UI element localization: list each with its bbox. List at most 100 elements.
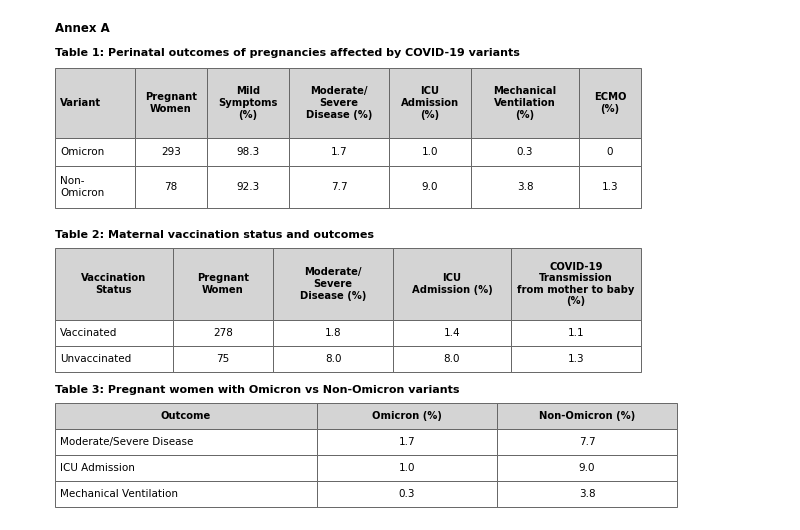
Bar <box>471 166 579 208</box>
Text: Moderate/
Severe
Disease (%): Moderate/ Severe Disease (%) <box>306 86 372 120</box>
Text: Vaccination
Status: Vaccination Status <box>82 273 146 295</box>
Text: 92.3: 92.3 <box>236 182 260 192</box>
Text: Outcome: Outcome <box>161 411 211 421</box>
Bar <box>389 68 471 138</box>
Text: 0.3: 0.3 <box>517 147 534 157</box>
Text: 1.3: 1.3 <box>602 182 618 192</box>
Text: Table 2: Maternal vaccination status and outcomes: Table 2: Maternal vaccination status and… <box>55 230 374 240</box>
Bar <box>317 481 497 507</box>
Text: Pregnant
Women: Pregnant Women <box>197 273 249 295</box>
Bar <box>289 138 389 166</box>
Bar <box>55 346 173 372</box>
Bar <box>55 166 135 208</box>
Text: 278: 278 <box>213 328 233 338</box>
Bar <box>471 68 579 138</box>
Bar <box>511 248 641 320</box>
Text: Omicron: Omicron <box>60 147 104 157</box>
Text: 1.4: 1.4 <box>444 328 460 338</box>
Text: 0.3: 0.3 <box>398 489 415 499</box>
Text: Table 1: Perinatal outcomes of pregnancies affected by COVID-19 variants: Table 1: Perinatal outcomes of pregnanci… <box>55 48 520 58</box>
Text: 8.0: 8.0 <box>325 354 342 364</box>
Bar <box>273 346 393 372</box>
Text: Table 3: Pregnant women with Omicron vs Non-Omicron variants: Table 3: Pregnant women with Omicron vs … <box>55 385 459 395</box>
Bar <box>273 248 393 320</box>
Text: 1.7: 1.7 <box>398 437 415 447</box>
Bar <box>207 138 289 166</box>
Text: 1.0: 1.0 <box>398 463 415 473</box>
Text: Mechanical
Ventilation
(%): Mechanical Ventilation (%) <box>494 86 557 120</box>
Bar <box>511 346 641 372</box>
Bar <box>317 429 497 455</box>
Bar <box>135 68 207 138</box>
Bar <box>579 68 641 138</box>
Bar <box>497 429 677 455</box>
Text: 78: 78 <box>164 182 178 192</box>
Text: Moderate/
Severe
Disease (%): Moderate/ Severe Disease (%) <box>300 268 366 301</box>
Bar <box>579 166 641 208</box>
Bar <box>471 138 579 166</box>
Bar <box>317 403 497 429</box>
Bar <box>289 68 389 138</box>
Text: Vaccinated: Vaccinated <box>60 328 118 338</box>
Text: 0: 0 <box>606 147 614 157</box>
Bar <box>511 320 641 346</box>
Bar <box>55 403 317 429</box>
Text: COVID-19
Transmission
from mother to baby
(%): COVID-19 Transmission from mother to bab… <box>518 262 634 306</box>
Text: 9.0: 9.0 <box>578 463 595 473</box>
Text: 75: 75 <box>216 354 230 364</box>
Text: Pregnant
Women: Pregnant Women <box>145 92 197 114</box>
Text: 1.0: 1.0 <box>422 147 438 157</box>
Bar <box>55 429 317 455</box>
Text: Non-Omicron (%): Non-Omicron (%) <box>539 411 635 421</box>
Text: Mechanical Ventilation: Mechanical Ventilation <box>60 489 178 499</box>
Bar <box>393 320 511 346</box>
Text: Moderate/Severe Disease: Moderate/Severe Disease <box>60 437 194 447</box>
Text: Variant: Variant <box>60 98 101 108</box>
Bar <box>207 68 289 138</box>
Text: 98.3: 98.3 <box>236 147 260 157</box>
Bar <box>135 138 207 166</box>
Text: Non-
Omicron: Non- Omicron <box>60 176 104 198</box>
Bar <box>497 481 677 507</box>
Text: ICU
Admission
(%): ICU Admission (%) <box>401 86 459 120</box>
Text: 293: 293 <box>161 147 181 157</box>
Bar <box>55 138 135 166</box>
Text: 9.0: 9.0 <box>422 182 438 192</box>
Text: ICU
Admission (%): ICU Admission (%) <box>412 273 492 295</box>
Bar <box>173 248 273 320</box>
Bar <box>317 455 497 481</box>
Bar <box>389 138 471 166</box>
Text: 3.8: 3.8 <box>578 489 595 499</box>
Bar <box>207 166 289 208</box>
Text: 3.8: 3.8 <box>517 182 534 192</box>
Bar <box>273 320 393 346</box>
Bar <box>393 346 511 372</box>
Text: 8.0: 8.0 <box>444 354 460 364</box>
Bar <box>497 403 677 429</box>
Text: 1.8: 1.8 <box>325 328 342 338</box>
Bar <box>497 455 677 481</box>
Text: Omicron (%): Omicron (%) <box>372 411 442 421</box>
Text: Annex A: Annex A <box>55 22 110 35</box>
Text: 1.7: 1.7 <box>330 147 347 157</box>
Text: 7.7: 7.7 <box>330 182 347 192</box>
Text: Mild
Symptoms
(%): Mild Symptoms (%) <box>218 86 278 120</box>
Bar <box>55 68 135 138</box>
Bar <box>389 166 471 208</box>
Text: 7.7: 7.7 <box>578 437 595 447</box>
Text: ICU Admission: ICU Admission <box>60 463 135 473</box>
Bar <box>55 320 173 346</box>
Bar <box>289 166 389 208</box>
Bar <box>393 248 511 320</box>
Text: ECMO
(%): ECMO (%) <box>594 92 626 114</box>
Bar <box>173 320 273 346</box>
Bar <box>55 248 173 320</box>
Text: 1.3: 1.3 <box>568 354 584 364</box>
Bar <box>135 166 207 208</box>
Bar <box>173 346 273 372</box>
Bar <box>55 481 317 507</box>
Bar <box>55 455 317 481</box>
Text: 1.1: 1.1 <box>568 328 584 338</box>
Bar <box>579 138 641 166</box>
Text: Unvaccinated: Unvaccinated <box>60 354 131 364</box>
